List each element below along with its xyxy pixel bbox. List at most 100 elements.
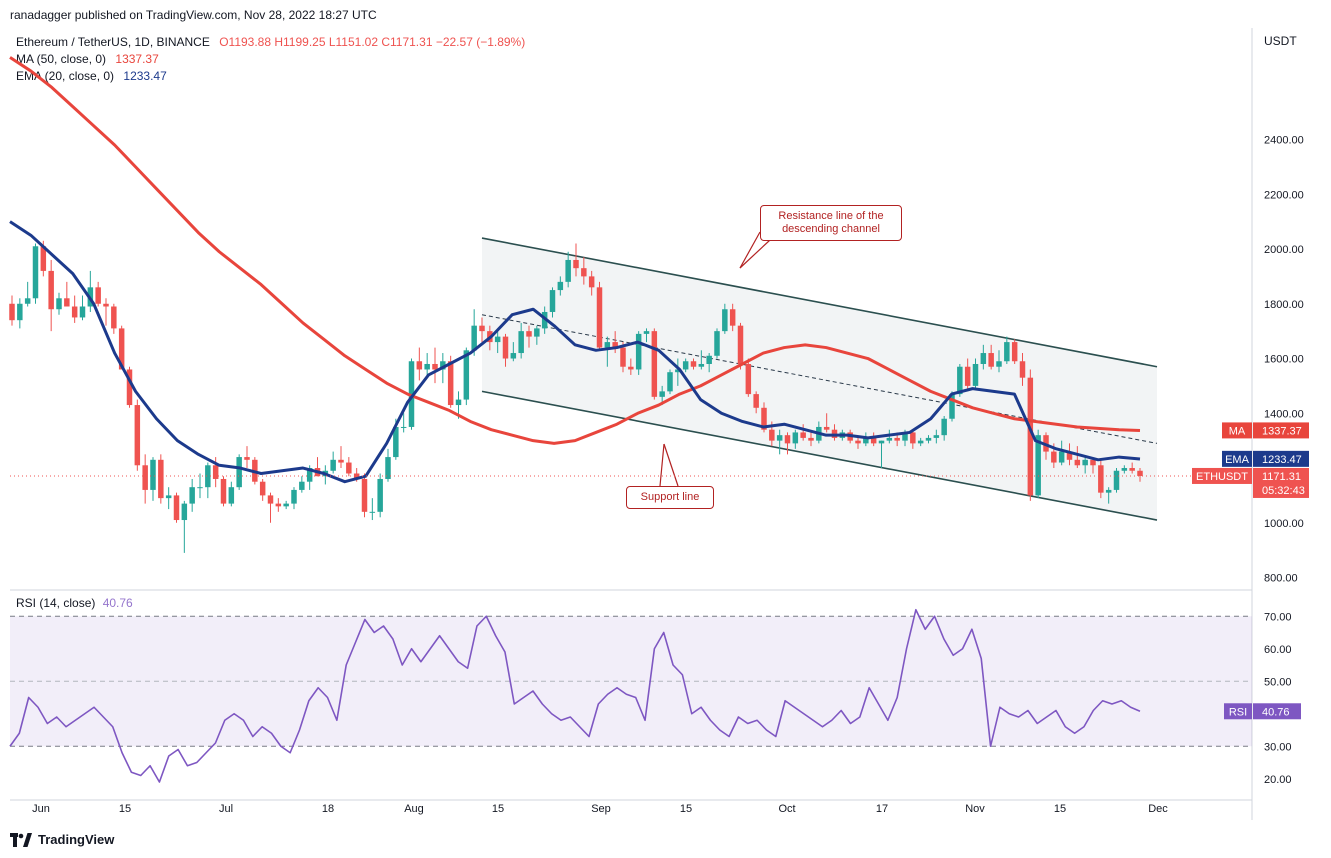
candle-body	[996, 361, 1002, 367]
candle-body	[526, 331, 532, 337]
candle-body	[565, 259, 571, 282]
support-pointer	[659, 443, 665, 487]
candle-body	[494, 336, 501, 343]
candle-body	[1035, 435, 1041, 496]
candle-body	[228, 487, 235, 504]
ma-badge-label: MA	[1229, 425, 1246, 437]
ma-badge-value-bg	[1253, 422, 1309, 439]
candle-body	[808, 437, 814, 441]
candle-body	[416, 361, 423, 370]
candle-body	[596, 287, 603, 348]
rsi-tick-label: 50.00	[1264, 676, 1292, 688]
candle-body	[1051, 451, 1057, 463]
candle-body	[980, 353, 987, 364]
candle-body	[957, 366, 963, 395]
candle-body	[236, 457, 242, 488]
rsi-legend-label: RSI (14, close)	[16, 596, 96, 610]
candle-body	[71, 306, 78, 318]
candle-body	[338, 459, 344, 463]
candle-body	[706, 355, 712, 364]
candle-body	[659, 391, 665, 397]
candle-body	[917, 440, 924, 444]
rsi-tick-label: 70.00	[1264, 611, 1292, 623]
candle-body	[64, 298, 70, 307]
candle-body	[212, 465, 219, 479]
tradingview-logo[interactable]: TradingView	[10, 832, 114, 847]
candle-body	[549, 290, 556, 312]
candle-body	[588, 276, 595, 288]
price-tick-label: 1800.00	[1264, 299, 1304, 311]
candle-body	[1019, 361, 1026, 378]
legend-ma-row[interactable]: MA (50, close, 0) 1337.37	[16, 51, 525, 68]
time-tick-label: Dec	[1148, 803, 1168, 815]
price-tick-label: 800.00	[1264, 573, 1298, 585]
rsi-badge-label: RSI	[1229, 706, 1247, 718]
tradingview-logo-icon	[10, 832, 32, 847]
price-badge-label-bg	[1192, 467, 1252, 484]
candle-body	[698, 363, 705, 367]
time-tick-label: Oct	[778, 803, 795, 815]
candle-body	[259, 481, 266, 496]
candle-body	[510, 353, 517, 359]
candle-body	[769, 429, 775, 441]
candle-body	[393, 426, 399, 458]
candle-body	[776, 435, 783, 441]
candle-body	[792, 432, 799, 444]
candle-body	[377, 478, 383, 512]
candle-body	[432, 363, 438, 370]
candle-body	[541, 311, 548, 329]
time-tick-label: 18	[322, 803, 334, 815]
candle-body	[886, 437, 893, 441]
candle-body	[400, 426, 407, 428]
candle-body	[933, 435, 940, 438]
candle-body	[972, 363, 979, 386]
candle-body	[667, 372, 673, 392]
candle-body	[17, 303, 23, 321]
candle-body	[181, 503, 188, 521]
price-badge-value: 1171.31	[1262, 471, 1301, 483]
candle-body	[823, 426, 830, 430]
candle-body	[753, 394, 759, 408]
ema-line	[9, 220, 1141, 484]
candle-body	[800, 432, 806, 438]
candle-body	[941, 418, 947, 436]
rsi-tick-label: 20.00	[1264, 774, 1292, 786]
candle-body	[870, 437, 877, 444]
candle-body	[385, 457, 391, 479]
ma-line	[9, 56, 1141, 445]
candle-body	[1074, 459, 1081, 466]
candle-body	[134, 405, 141, 466]
candle-body	[894, 437, 900, 441]
price-unit-label: USDT	[1264, 34, 1297, 48]
time-tick-label: 15	[680, 803, 692, 815]
price-badge-value-bg	[1253, 467, 1309, 498]
resistance-annotation[interactable]: Resistance line of the descending channe…	[760, 205, 902, 241]
candle-body	[118, 328, 125, 370]
candle-body	[126, 369, 133, 406]
time-tick-label: Sep	[591, 803, 611, 815]
candle-body	[1082, 459, 1088, 466]
candle-body	[1113, 470, 1120, 490]
candle-body	[111, 306, 117, 329]
candle-body	[988, 353, 994, 367]
candle-body	[1066, 451, 1073, 460]
candle-body	[40, 246, 47, 271]
rsi-legend[interactable]: RSI (14, close) 40.76	[16, 596, 133, 610]
legend-symbol[interactable]: Ethereum / TetherUS, 1D, BINANCE	[16, 35, 210, 49]
time-tick-label: 15	[492, 803, 504, 815]
candle-body	[283, 503, 289, 507]
price-tick-label: 1600.00	[1264, 354, 1304, 366]
candle-body	[1027, 377, 1034, 496]
chart-legend: Ethereum / TetherUS, 1D, BINANCE O1193.8…	[16, 34, 525, 85]
candle-body	[197, 487, 203, 489]
candle-body	[173, 495, 180, 521]
candle-body	[165, 495, 172, 499]
candle-body	[440, 361, 446, 370]
support-annotation[interactable]: Support line	[626, 486, 714, 509]
ma-badge-value: 1337.37	[1262, 425, 1302, 437]
publisher-credit: ranadagger published on TradingView.com,…	[10, 8, 377, 22]
price-tick-label: 2000.00	[1264, 244, 1304, 256]
candle-body	[573, 259, 579, 269]
candle-body	[275, 503, 282, 507]
